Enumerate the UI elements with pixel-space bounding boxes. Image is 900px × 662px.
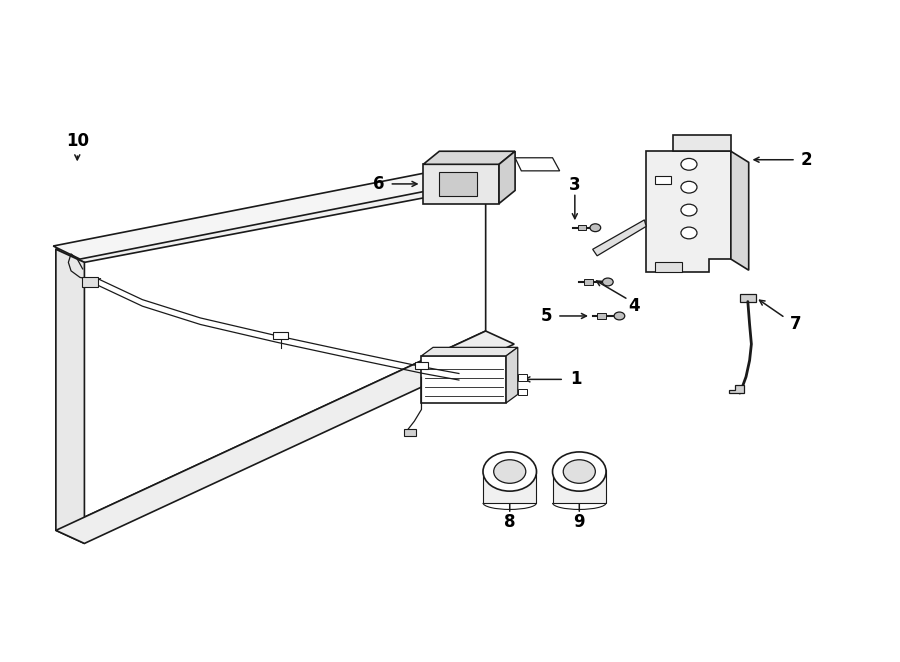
Bar [421,356,506,403]
Text: 2: 2 [801,151,813,169]
Circle shape [494,460,526,483]
Polygon shape [729,385,744,393]
Circle shape [590,224,600,232]
Circle shape [563,460,595,483]
Polygon shape [646,151,731,272]
Polygon shape [421,348,518,356]
Circle shape [681,204,697,216]
Circle shape [681,181,697,193]
Bar [415,362,428,369]
Text: 3: 3 [569,175,580,193]
Polygon shape [593,220,646,256]
Polygon shape [515,158,560,171]
Bar [439,172,477,196]
Polygon shape [56,167,486,530]
Circle shape [681,227,697,239]
Polygon shape [56,331,514,544]
Text: 4: 4 [628,297,640,315]
Circle shape [553,452,606,491]
Polygon shape [506,348,518,403]
Circle shape [614,312,625,320]
Bar [655,176,671,184]
Bar [518,389,526,395]
Bar [597,313,606,318]
Bar [584,279,593,285]
Circle shape [602,278,613,286]
Polygon shape [673,135,731,151]
Polygon shape [499,151,515,203]
Polygon shape [56,167,514,262]
Polygon shape [655,262,682,272]
Polygon shape [53,161,512,259]
Polygon shape [56,250,85,544]
Text: 1: 1 [570,370,581,389]
Text: 8: 8 [504,513,516,531]
Polygon shape [423,151,515,164]
Bar [423,164,499,203]
Text: 6: 6 [373,175,384,193]
Bar [403,429,416,436]
Bar [578,225,587,230]
Circle shape [681,158,697,170]
Bar [553,470,606,503]
Circle shape [483,452,536,491]
Bar [82,277,98,287]
Bar [740,294,756,302]
Text: 9: 9 [573,513,585,531]
Text: 7: 7 [790,316,802,334]
Bar [483,470,536,503]
Bar [518,374,526,381]
Polygon shape [731,151,749,270]
Text: 5: 5 [541,307,552,325]
Bar [274,332,288,340]
Text: 10: 10 [66,132,89,150]
